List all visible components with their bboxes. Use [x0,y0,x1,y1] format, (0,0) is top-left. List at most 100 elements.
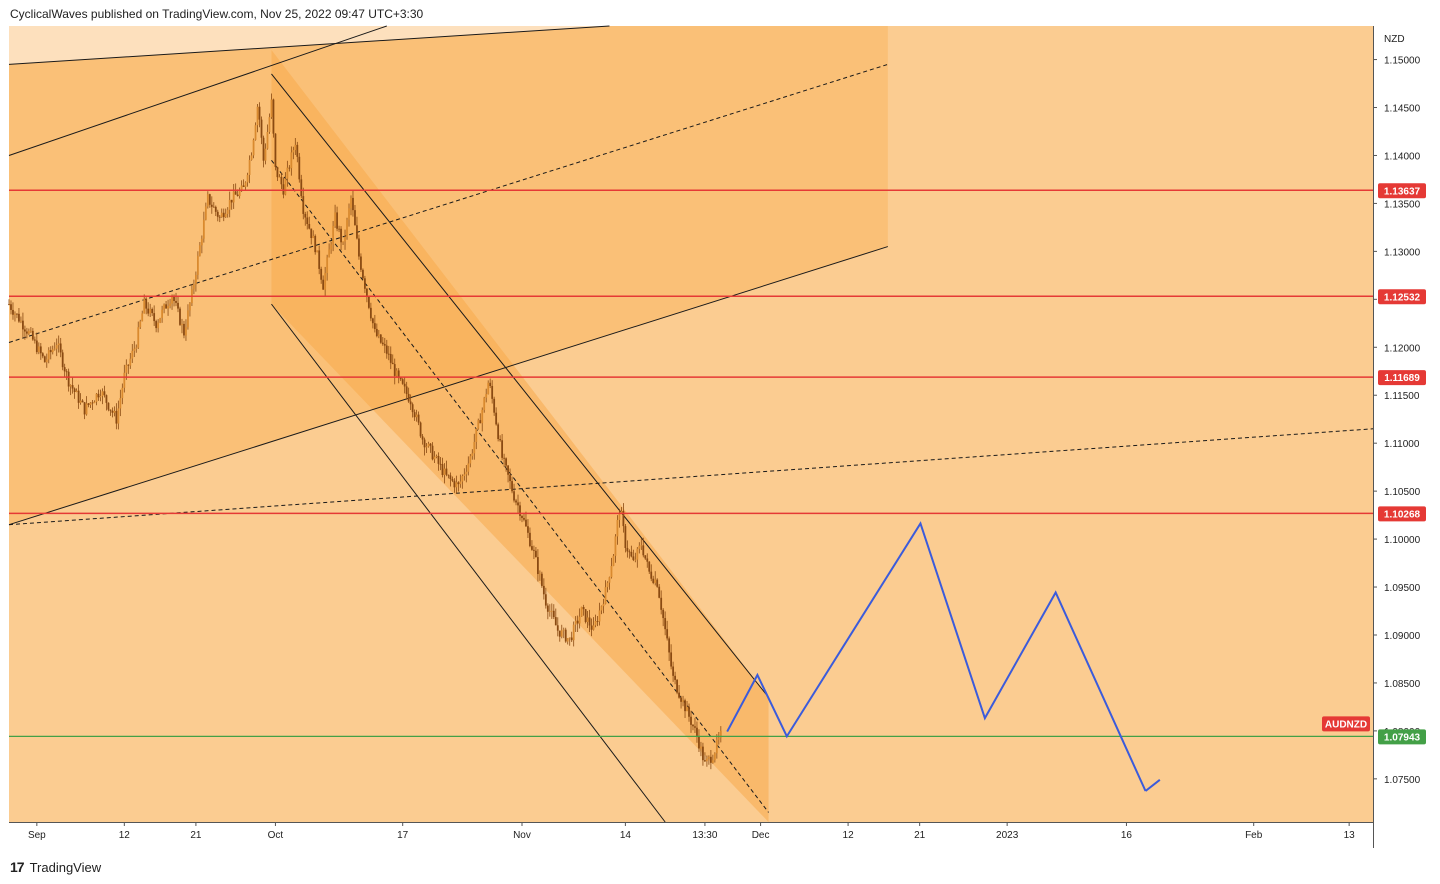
candle-body [499,439,502,441]
candle-body [610,566,613,578]
candle-body [503,457,505,459]
candle-body [427,443,430,447]
y-tick-label: 1.09000 [1384,631,1421,642]
candle-body [133,348,136,351]
falling-channel-zone [271,49,769,823]
candle-body [371,318,374,324]
candle-body [614,536,617,556]
candle-body [600,606,603,611]
outer-top-line [8,25,610,65]
level-price-tag: 1.13637 [1384,186,1421,197]
candle-body [10,304,12,310]
candle-body [704,760,706,762]
candle-body [525,519,527,527]
candle-body [662,609,665,619]
candle-body [248,159,251,175]
candle-body [680,697,682,702]
candle-body [308,223,311,229]
candle-body [43,356,46,363]
candle-body [375,328,378,337]
y-tick-label: 1.15000 [1384,56,1421,67]
x-tick-label: 21 [190,830,202,841]
y-tick-label: 1.11500 [1384,391,1420,402]
candle-body [367,296,370,308]
candle-body [501,440,504,458]
candle-body [157,322,160,329]
candle-body [27,330,30,334]
candle-body [513,491,515,501]
candle-body [105,395,108,403]
candle-body [189,303,191,311]
candle-body [55,345,58,349]
y-tick-label: 1.08500 [1384,679,1421,690]
candle-body [24,329,26,332]
candle-body [77,390,80,403]
candle-body [475,428,478,442]
candle-body [328,249,331,258]
candle-body [171,296,173,304]
candle-body [306,217,309,224]
candle-body [346,219,348,237]
candle-body [246,174,249,183]
level-price-tag-bg [1378,289,1426,305]
candle-body [489,382,492,386]
candle-body [129,358,132,366]
candle-body [286,167,289,179]
candle-body [20,320,22,322]
candle-body [109,409,112,411]
candle-body [212,206,215,208]
candle-body [684,700,686,712]
candle-body [616,519,619,537]
candle-body [91,402,94,404]
candle-body [550,610,553,612]
candle-body [115,410,118,424]
candle-body [155,321,158,329]
candle-body [670,652,673,667]
candle-body [53,348,56,350]
candle-body [137,327,140,348]
falling-channel-upper-line [271,73,769,698]
candle-body [626,547,629,552]
candle-body [8,304,10,305]
candle-body [179,308,181,325]
y-tick-label: 1.12000 [1384,343,1421,354]
candle-body [461,475,464,482]
candle-body [568,637,571,639]
candle-body [181,323,183,325]
candle-body [574,620,577,625]
candle-body [240,185,243,191]
candle-body [139,321,142,328]
candle-body [401,379,404,384]
candle-body [552,610,555,618]
candle-body [31,330,34,340]
candle-body [123,372,126,388]
y-tick-label: 1.10500 [1384,487,1421,498]
candle-body [405,386,408,394]
candle-body [542,585,545,595]
candle-body [586,617,589,622]
horizontal-levels[interactable] [9,189,1373,737]
candle-body [709,756,712,763]
time-axis[interactable]: Sep 12 21 Oct 17 Nov 14 13:30 Dec 12 21 2023 16 Feb 13 [28,822,1355,841]
projection-path [726,521,1161,792]
candle-body [216,211,219,217]
candle-body [39,346,42,354]
candle-body [260,119,263,138]
candle-body [634,559,637,561]
candle-body [544,594,547,606]
candle-body [397,370,400,378]
candle-body [278,176,281,178]
candle-body [523,517,525,520]
candle-body [666,629,669,639]
candle-body [473,441,476,454]
candle-body [268,117,271,132]
candle-body [694,726,696,728]
price-axis[interactable]: 1.15000 1.14500 1.14000 1.13500 1.13000 1.125… [1373,56,1421,786]
candle-body [119,398,122,409]
candle-body [576,620,579,624]
candle-body [230,199,233,203]
candle-body [145,298,148,309]
candle-body [686,706,688,712]
candle-body [674,675,676,680]
